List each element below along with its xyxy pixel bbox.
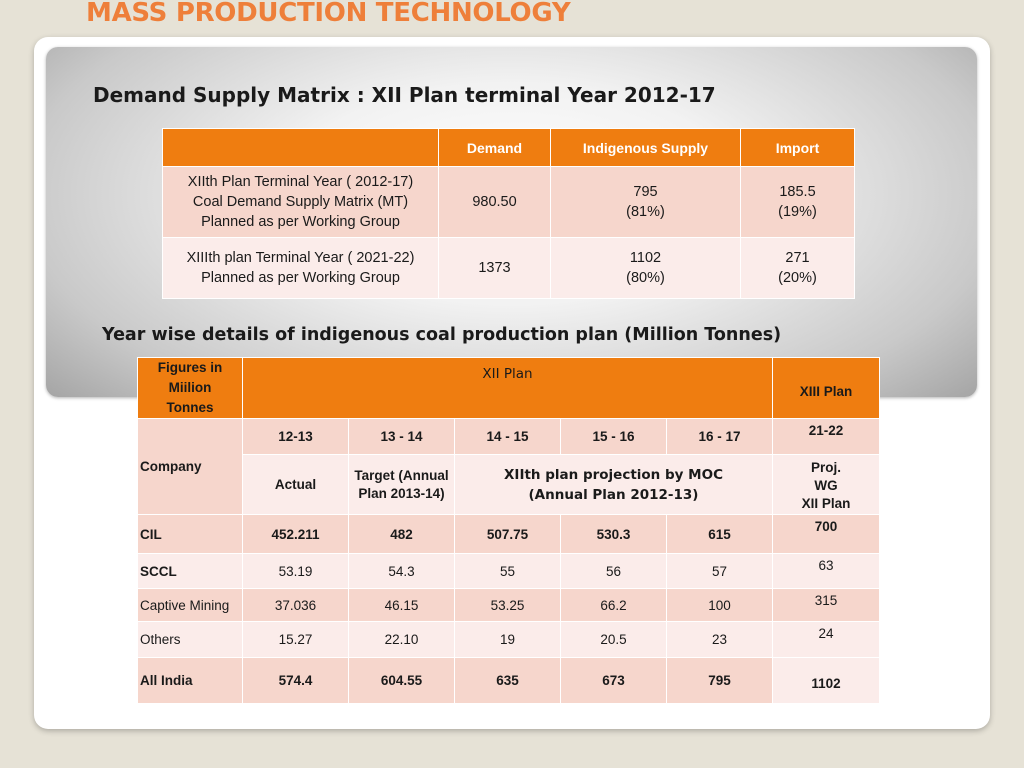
column-header-blank [162, 128, 439, 167]
proj-wg-label: Proj. WG XII Plan [772, 454, 881, 515]
table-row: Captive Mining 37.036 46.15 53.25 66.2 1… [137, 588, 881, 622]
value-cell: 46.15 [348, 588, 455, 622]
value-cell: 673 [560, 657, 667, 704]
import-value: 185.5 (19%) [740, 166, 855, 238]
xiii-plan-header: XIII Plan [772, 357, 881, 419]
projection-label: XIIth plan projection by MOC (Annual Pla… [453, 454, 774, 515]
value-cell: 635 [454, 657, 561, 704]
table-row: XIIIth plan Terminal Year ( 2021-22) Pla… [162, 237, 855, 299]
column-header-import: Import [740, 128, 855, 167]
row-label: XIIth Plan Terminal Year ( 2012-17) Coal… [162, 166, 439, 238]
table-row: CIL 452.211 482 507.75 530.3 615 700 [137, 514, 881, 554]
xii-plan-header: XII Plan [241, 357, 774, 419]
actual-label: Actual [242, 454, 349, 515]
target-label: Target (Annual Plan 2013-14) [348, 454, 455, 515]
value-cell: 20.5 [560, 621, 667, 658]
demand-supply-table: Demand Indigenous Supply Import XIIth Pl… [162, 128, 855, 299]
value-cell: 54.3 [348, 553, 455, 589]
value-cell: 615 [665, 514, 774, 554]
value-cell: 53.19 [242, 553, 349, 589]
table-row: XIIth Plan Terminal Year ( 2012-17) Coal… [162, 166, 855, 238]
column-header-indigenous-supply: Indigenous Supply [550, 128, 741, 167]
value-cell: 24 [772, 621, 881, 658]
demand-supply-heading: Demand Supply Matrix : XII Plan terminal… [93, 83, 716, 107]
demand-value: 980.50 [438, 166, 551, 238]
year-cell: 13 - 14 [348, 418, 455, 455]
table-row: All India 574.4 604.55 635 673 795 1102 [137, 657, 881, 704]
subheader-row: Actual Target (Annual Plan 2013-14) XIIt… [138, 454, 881, 515]
table-row: Others 15.27 22.10 19 20.5 23 24 [137, 621, 881, 658]
year-cell: 12-13 [242, 418, 349, 455]
value-cell: 22.10 [348, 621, 455, 658]
production-table: Figures in Miilion Tonnes XII Plan XIII … [137, 357, 881, 704]
value-cell: 19 [454, 621, 561, 658]
value-cell: 63 [772, 553, 881, 589]
page-title: MASS PRODUCTION TECHNOLOGY [86, 0, 571, 28]
import-value: 271 (20%) [740, 237, 855, 299]
year-cell: 15 - 16 [560, 418, 667, 455]
value-cell: 37.036 [242, 588, 349, 622]
year-cell: 14 - 15 [454, 418, 561, 455]
demand-value: 1373 [438, 237, 551, 299]
company-name: CIL [137, 514, 243, 554]
value-cell: 530.3 [560, 514, 667, 554]
supply-value: 795 (81%) [550, 166, 741, 238]
production-heading: Year wise details of indigenous coal pro… [102, 325, 782, 345]
value-cell: 100 [665, 588, 774, 622]
value-cell: 482 [348, 514, 455, 554]
value-cell: 507.75 [454, 514, 561, 554]
value-cell: 53.25 [454, 588, 561, 622]
company-name: SCCL [137, 553, 243, 589]
column-header-demand: Demand [438, 128, 551, 167]
value-cell: 66.2 [560, 588, 667, 622]
value-cell: 23 [665, 621, 774, 658]
value-cell: 700 [772, 514, 881, 554]
value-cell: 574.4 [242, 657, 349, 704]
value-cell: 56 [560, 553, 667, 589]
table-row: SCCL 53.19 54.3 55 56 57 63 [137, 553, 881, 589]
supply-value: 1102 (80%) [550, 237, 741, 299]
value-cell: 55 [454, 553, 561, 589]
company-name: Others [137, 621, 243, 658]
row-label: XIIIth plan Terminal Year ( 2021-22) Pla… [162, 237, 439, 299]
year-row: Company 12-13 13 - 14 14 - 15 15 - 16 16… [137, 418, 881, 515]
value-cell: 15.27 [242, 621, 349, 658]
company-name: All India [137, 657, 243, 704]
value-cell: 1102 [772, 657, 881, 704]
figures-header: Figures in Miilion Tonnes [137, 357, 243, 419]
table-header-row: Demand Indigenous Supply Import [162, 128, 855, 167]
value-cell: 795 [665, 657, 774, 704]
value-cell: 604.55 [348, 657, 455, 704]
value-cell: 315 [772, 588, 881, 622]
year-cell: 21-22 [772, 418, 881, 455]
company-name: Captive Mining [137, 588, 243, 622]
value-cell: 57 [665, 553, 774, 589]
value-cell: 452.211 [242, 514, 349, 554]
year-cell: 16 - 17 [665, 418, 774, 455]
company-label: Company [137, 418, 243, 515]
table-header-row: Figures in Miilion Tonnes XII Plan XIII … [137, 357, 881, 419]
